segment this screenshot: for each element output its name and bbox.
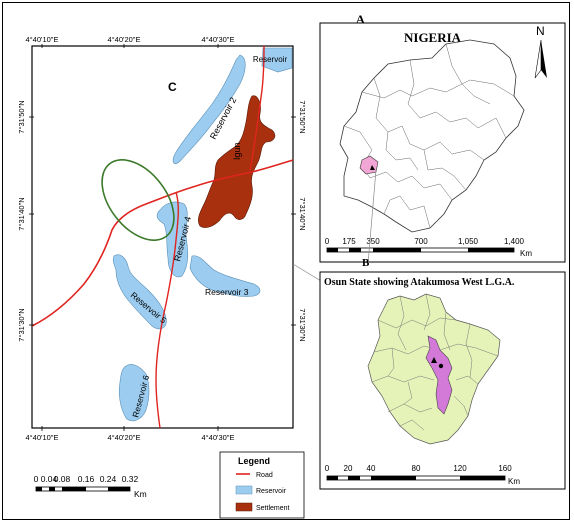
label-settlement-igun: Igun <box>232 142 242 160</box>
osun-scale-tick-3: 80 <box>412 464 421 473</box>
detail-scale-tick-4: 0.24 <box>100 474 117 484</box>
legend-title: Legend <box>238 456 270 466</box>
osun-scale-tick-2: 40 <box>367 464 376 473</box>
osun-map: B Osun State showing Atakumosa West L.G.… <box>319 257 566 490</box>
right-tick-3: 7°31'30"N <box>298 308 307 341</box>
road-south <box>155 191 179 429</box>
legend: Legend Road Reservoir Settlement <box>219 451 305 519</box>
legend-box <box>219 451 305 519</box>
top-tick-3: 4°40'30"E <box>202 35 235 44</box>
detail-map: Reservoir Reservoir 2 Reservoir 4 Reserv… <box>17 35 307 442</box>
atakumosa-west-lga <box>425 335 453 415</box>
nigeria-scale-tick-2: 350 <box>366 237 380 246</box>
study-area-ellipse <box>101 159 175 241</box>
left-tick-1: 7°31'50"N <box>17 100 26 133</box>
legend-settlement-swatch <box>235 502 253 512</box>
figure-frame <box>2 2 570 520</box>
nigeria-title: NIGERIA <box>404 30 462 45</box>
label-reservoir-3: Reservoir 3 <box>205 287 249 297</box>
top-tick-2: 4°40'20"E <box>108 35 141 44</box>
north-letter: N <box>536 24 545 38</box>
nigeria-map: A NIGERIA N 0 175 350 700 1,05 <box>319 12 566 263</box>
right-tick-1: 7°31'50"N <box>298 100 307 133</box>
nigeria-scale-tick-1: 175 <box>342 237 356 246</box>
road-main <box>31 159 294 327</box>
bottom-tick-1: 4°40'10"E <box>26 433 59 442</box>
legend-road-label: Road <box>256 472 273 479</box>
right-tick-2: 7°31'40"N <box>298 197 307 230</box>
nigeria-scale-tick-0: 0 <box>325 237 330 246</box>
legend-reservoir-label: Reservoir <box>256 488 287 495</box>
detail-scale-unit: Km <box>134 489 147 499</box>
detail-scale-tick-2: 0.08 <box>54 474 71 484</box>
detail-scale-tick-0: 0 <box>34 474 39 484</box>
nigeria-states <box>343 43 515 229</box>
reservoir-5 <box>112 254 167 330</box>
connector-a-b <box>367 169 377 265</box>
road-north <box>249 45 265 171</box>
reservoir-4 <box>156 201 189 278</box>
osun-scale-tick-0: 0 <box>325 464 330 473</box>
legend-settlement-label: Settlement <box>256 505 290 512</box>
top-tick-1: 4°40'10"E <box>26 35 59 44</box>
osun-scale-tick-4: 120 <box>453 464 467 473</box>
nigeria-scale-tick-4: 1,050 <box>458 237 479 246</box>
north-arrow: N <box>534 24 547 79</box>
settlement-igun <box>198 95 276 228</box>
osun-scale-tick-5: 160 <box>498 464 512 473</box>
nigeria-scale-tick-5: 1,400 <box>504 237 525 246</box>
osun-title: Osun State showing Atakumosa West L.G.A. <box>324 277 515 288</box>
nigeria-scale-unit: Km <box>520 249 532 258</box>
bottom-tick-3: 4°40'30"E <box>202 433 235 442</box>
reservoir-top <box>261 47 293 73</box>
nigeria-scale-tick-3: 700 <box>414 237 428 246</box>
osun-scale-unit: Km <box>508 477 520 486</box>
panel-a-label: A <box>356 12 365 26</box>
legend-reservoir-swatch <box>235 485 253 495</box>
detail-scale-tick-1: 0.04 <box>41 474 58 484</box>
panel-b-label: B <box>362 257 370 269</box>
detail-scale-bar: 0 0.04 0.08 0.16 0.24 0.32 Km <box>34 474 147 499</box>
detail-scale-tick-3: 0.16 <box>78 474 95 484</box>
reservoir-2 <box>172 54 246 164</box>
left-tick-2: 7°31'40"N <box>17 197 26 230</box>
left-tick-3: 7°31'30"N <box>17 308 26 341</box>
reservoir-6 <box>118 364 150 422</box>
reservoir-3 <box>189 255 261 297</box>
detail-scale-tick-5: 0.32 <box>122 474 139 484</box>
panel-c-label: C <box>168 80 177 94</box>
label-reservoir-top: Reservoir <box>253 55 288 64</box>
bottom-tick-2: 4°40'20"E <box>108 433 141 442</box>
osun-scale-tick-1: 20 <box>344 464 353 473</box>
